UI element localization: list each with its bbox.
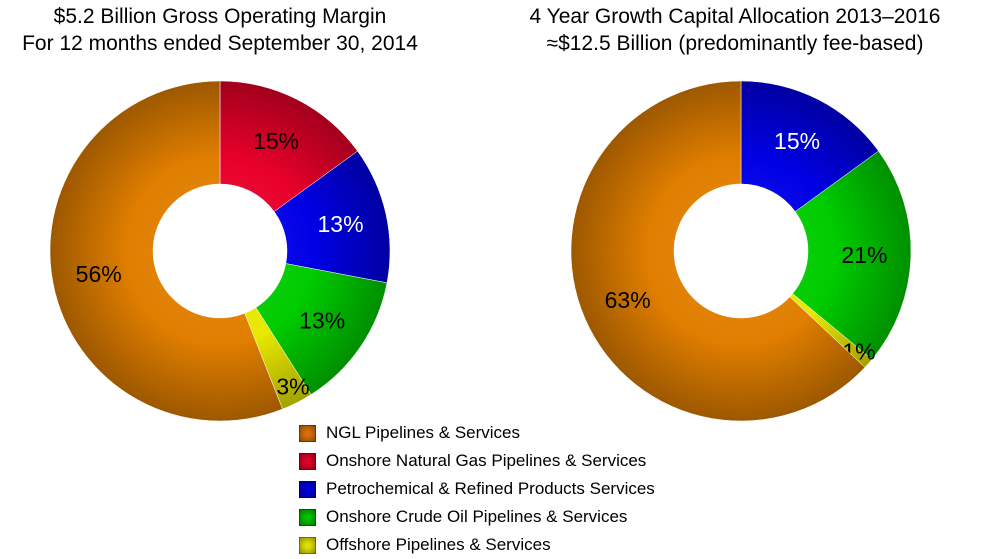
left-label-ngl: 56% — [76, 261, 122, 287]
left-label-petrochemical: 13% — [318, 211, 364, 237]
right-chart-title-line1: 4 Year Growth Capital Allocation 2013–20… — [529, 5, 941, 28]
legend: NGL Pipelines & Services Onshore Natural… — [299, 419, 655, 559]
legend-label-onshore-natural-gas: Onshore Natural Gas Pipelines & Services — [326, 451, 647, 470]
left-chart-title-line2: For 12 months ended September 30, 2014 — [22, 32, 418, 55]
legend-item-offshore: Offshore Pipelines & Services — [299, 531, 655, 559]
legend-label-ngl: NGL Pipelines & Services — [326, 423, 521, 442]
legend-swatch-offshore — [299, 536, 316, 554]
legend-label-offshore: Offshore Pipelines & Services — [326, 535, 551, 554]
legend-swatch-ngl — [299, 424, 316, 442]
legend-swatch-petrochemical — [299, 480, 316, 498]
right-label-petrochemical: 15% — [774, 128, 820, 154]
legend-swatch-onshore-natural-gas — [299, 452, 316, 470]
legend-item-onshore-natural-gas: Onshore Natural Gas Pipelines & Services — [299, 447, 655, 475]
left-slice-onshore-natural-gas — [219, 80, 358, 212]
left-label-offshore: 3% — [276, 373, 309, 399]
right-slice-onshore-crude-oil — [792, 150, 912, 360]
left-label-onshore-crude-oil: 13% — [299, 307, 345, 333]
right-label-ngl: 63% — [605, 287, 651, 313]
legend-label-onshore-crude-oil: Onshore Crude Oil Pipelines & Services — [326, 507, 628, 526]
left-label-onshore-natural-gas: 15% — [253, 128, 299, 154]
legend-item-onshore-crude-oil: Onshore Crude Oil Pipelines & Services — [299, 503, 655, 531]
legend-item-ngl: NGL Pipelines & Services — [299, 419, 655, 447]
left-slice-ngl — [49, 80, 283, 422]
left-chart-title: $5.2 Billion Gross Operating Margin For … — [0, 3, 440, 57]
right-slice-ngl — [570, 80, 866, 422]
right-chart-title: 4 Year Growth Capital Allocation 2013–20… — [505, 3, 965, 57]
left-donut-chart: 15% 13% 13% 3% 56% — [49, 80, 391, 422]
right-label-onshore-crude-oil: 21% — [841, 242, 887, 268]
right-chart-title-line2: ≈$12.5 Billion (predominantly fee-based) — [546, 32, 924, 55]
legend-swatch-onshore-crude-oil — [299, 508, 316, 526]
right-donut-chart: 15%21%1%63% — [570, 80, 912, 422]
legend-item-petrochemical: Petrochemical & Refined Products Service… — [299, 475, 655, 503]
donut-charts: 15%13%13%3%56% 15%21%1%63% — [49, 80, 912, 422]
right-slice-petrochemical — [740, 80, 879, 212]
left-chart-title-line1: $5.2 Billion Gross Operating Margin — [53, 5, 387, 28]
legend-label-petrochemical: Petrochemical & Refined Products Service… — [326, 479, 655, 498]
